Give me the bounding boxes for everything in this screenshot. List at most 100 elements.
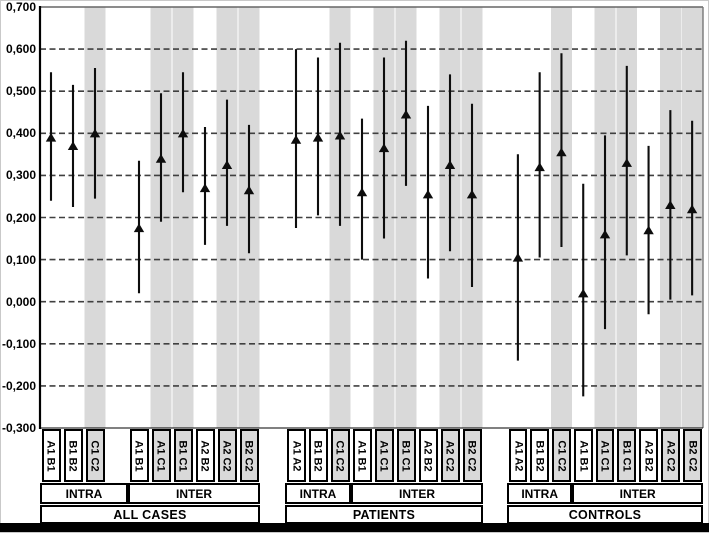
- y-tick-label: -0,200: [1, 378, 36, 393]
- column-label-box: A2 C2: [217, 429, 237, 482]
- mean-marker-triangle: [221, 160, 233, 169]
- y-tick-label: 0,300: [5, 168, 36, 183]
- column-label-box: B1 C1: [173, 429, 193, 482]
- column-label-box: A1 A2: [508, 429, 528, 482]
- mean-marker-triangle: [621, 158, 632, 167]
- column-label: A1 B1: [133, 439, 145, 472]
- mean-marker-triangle: [45, 132, 57, 142]
- mean-marker-triangle: [155, 154, 167, 163]
- column-label-box: B2 C2: [239, 429, 259, 482]
- column-label-box: B1 B2: [63, 429, 83, 482]
- column-label: A1 C1: [378, 439, 390, 472]
- column-label-box: A2 B2: [639, 429, 658, 482]
- section-label-box: INTRA: [285, 483, 351, 504]
- column-label-box: B2 C2: [682, 429, 702, 482]
- column-label: B1 B2: [533, 439, 546, 472]
- column-label: C1 C2: [334, 439, 346, 472]
- column-label-box: A1 C1: [374, 429, 394, 482]
- group-label-box: ALL CASES: [40, 505, 260, 524]
- figure-bottom-border: [0, 523, 709, 532]
- mean-marker-triangle: [177, 128, 189, 138]
- column-label: A1 C1: [599, 439, 611, 472]
- column-label: A2 B2: [422, 439, 434, 472]
- column-label-box: B1 C1: [396, 429, 416, 482]
- column-label-box: A1 A2: [286, 429, 306, 482]
- mean-marker-triangle: [686, 204, 698, 214]
- section-label-box: INTER: [128, 483, 260, 504]
- column-label: A2 B2: [199, 439, 211, 472]
- column-label-box: C1 C2: [330, 429, 350, 482]
- y-tick-label: 0,400: [5, 126, 36, 141]
- mean-marker-triangle: [378, 143, 390, 153]
- section-label-box: INTRA: [40, 483, 128, 504]
- column-label-box: A2 B2: [418, 429, 438, 482]
- section-label-box: INTER: [572, 483, 703, 504]
- mean-marker-triangle: [199, 183, 211, 193]
- column-label-box: C1 C2: [552, 429, 571, 482]
- y-tick-label: -0,300: [1, 421, 36, 435]
- mean-marker-triangle: [290, 135, 302, 144]
- mean-marker-triangle: [67, 141, 79, 150]
- mean-marker-triangle: [534, 162, 545, 172]
- column-label: A1 B1: [356, 439, 368, 472]
- mean-marker-triangle: [89, 128, 101, 138]
- column-label-box: A1 C1: [151, 429, 171, 482]
- y-tick-label: 0,700: [5, 0, 36, 14]
- y-tick-label: 0,100: [5, 252, 36, 267]
- column-label: A2 C2: [664, 439, 677, 472]
- mean-marker-triangle: [466, 189, 478, 199]
- mean-marker-triangle: [643, 225, 654, 235]
- column-label: A1 C1: [155, 439, 167, 472]
- mean-marker-triangle: [400, 109, 412, 119]
- column-label: B1 B2: [312, 439, 324, 472]
- mean-marker-triangle: [243, 185, 255, 195]
- mean-marker-triangle: [599, 229, 611, 239]
- column-label: A1 B1: [45, 439, 57, 472]
- column-label-box: A2 B2: [195, 429, 215, 482]
- column-label: B2 C2: [466, 439, 478, 472]
- group-label-box: PATIENTS: [285, 505, 483, 524]
- mean-marker-triangle: [556, 147, 567, 157]
- column-label: B1 C1: [620, 439, 633, 472]
- y-tick-label: 0,600: [5, 42, 36, 57]
- column-label: A1 B1: [577, 439, 590, 472]
- mean-marker-triangle: [444, 160, 456, 169]
- column-label: A2 B2: [642, 439, 655, 472]
- column-label-box: B1 B2: [530, 429, 550, 482]
- section-label-box: INTER: [351, 483, 483, 504]
- column-label-box: A1 B1: [41, 429, 61, 482]
- mean-marker-triangle: [578, 288, 589, 298]
- column-label-box: B1 B2: [308, 429, 328, 482]
- y-tick-label: -0,100: [1, 336, 36, 351]
- y-tick-label: 0,500: [5, 84, 36, 99]
- column-label: A1 A2: [511, 440, 524, 471]
- column-label: B2 C2: [686, 439, 699, 472]
- column-label-box: C1 C2: [85, 429, 105, 482]
- column-label-box: A1 C1: [595, 429, 615, 482]
- mean-marker-triangle: [133, 223, 145, 233]
- column-label-box: A1 B1: [352, 429, 372, 482]
- column-label: C1 C2: [555, 439, 568, 472]
- column-label: B1 C1: [177, 439, 189, 472]
- column-label-box: A2 C2: [660, 429, 680, 482]
- column-label: B2 C2: [243, 439, 255, 472]
- mean-marker-triangle: [512, 252, 524, 262]
- column-label: B1 B2: [67, 439, 79, 472]
- mean-marker-triangle: [422, 189, 434, 199]
- column-label-box: A1 B1: [573, 429, 593, 482]
- column-label-box: B1 C1: [617, 429, 637, 482]
- column-label: C1 C2: [89, 439, 101, 472]
- mean-marker-triangle: [334, 130, 346, 140]
- column-label: A2 C2: [444, 439, 456, 472]
- column-label-box: A1 B1: [129, 429, 149, 482]
- column-label: A1 A2: [290, 440, 302, 471]
- group-label-box: CONTROLS: [507, 505, 704, 524]
- mean-marker-triangle: [312, 132, 324, 142]
- mean-marker-triangle: [356, 187, 368, 197]
- column-label: A2 C2: [221, 439, 233, 472]
- column-label: B1 C1: [400, 439, 412, 472]
- y-tick-label: 0,000: [5, 294, 36, 309]
- shaded-band: [84, 7, 106, 428]
